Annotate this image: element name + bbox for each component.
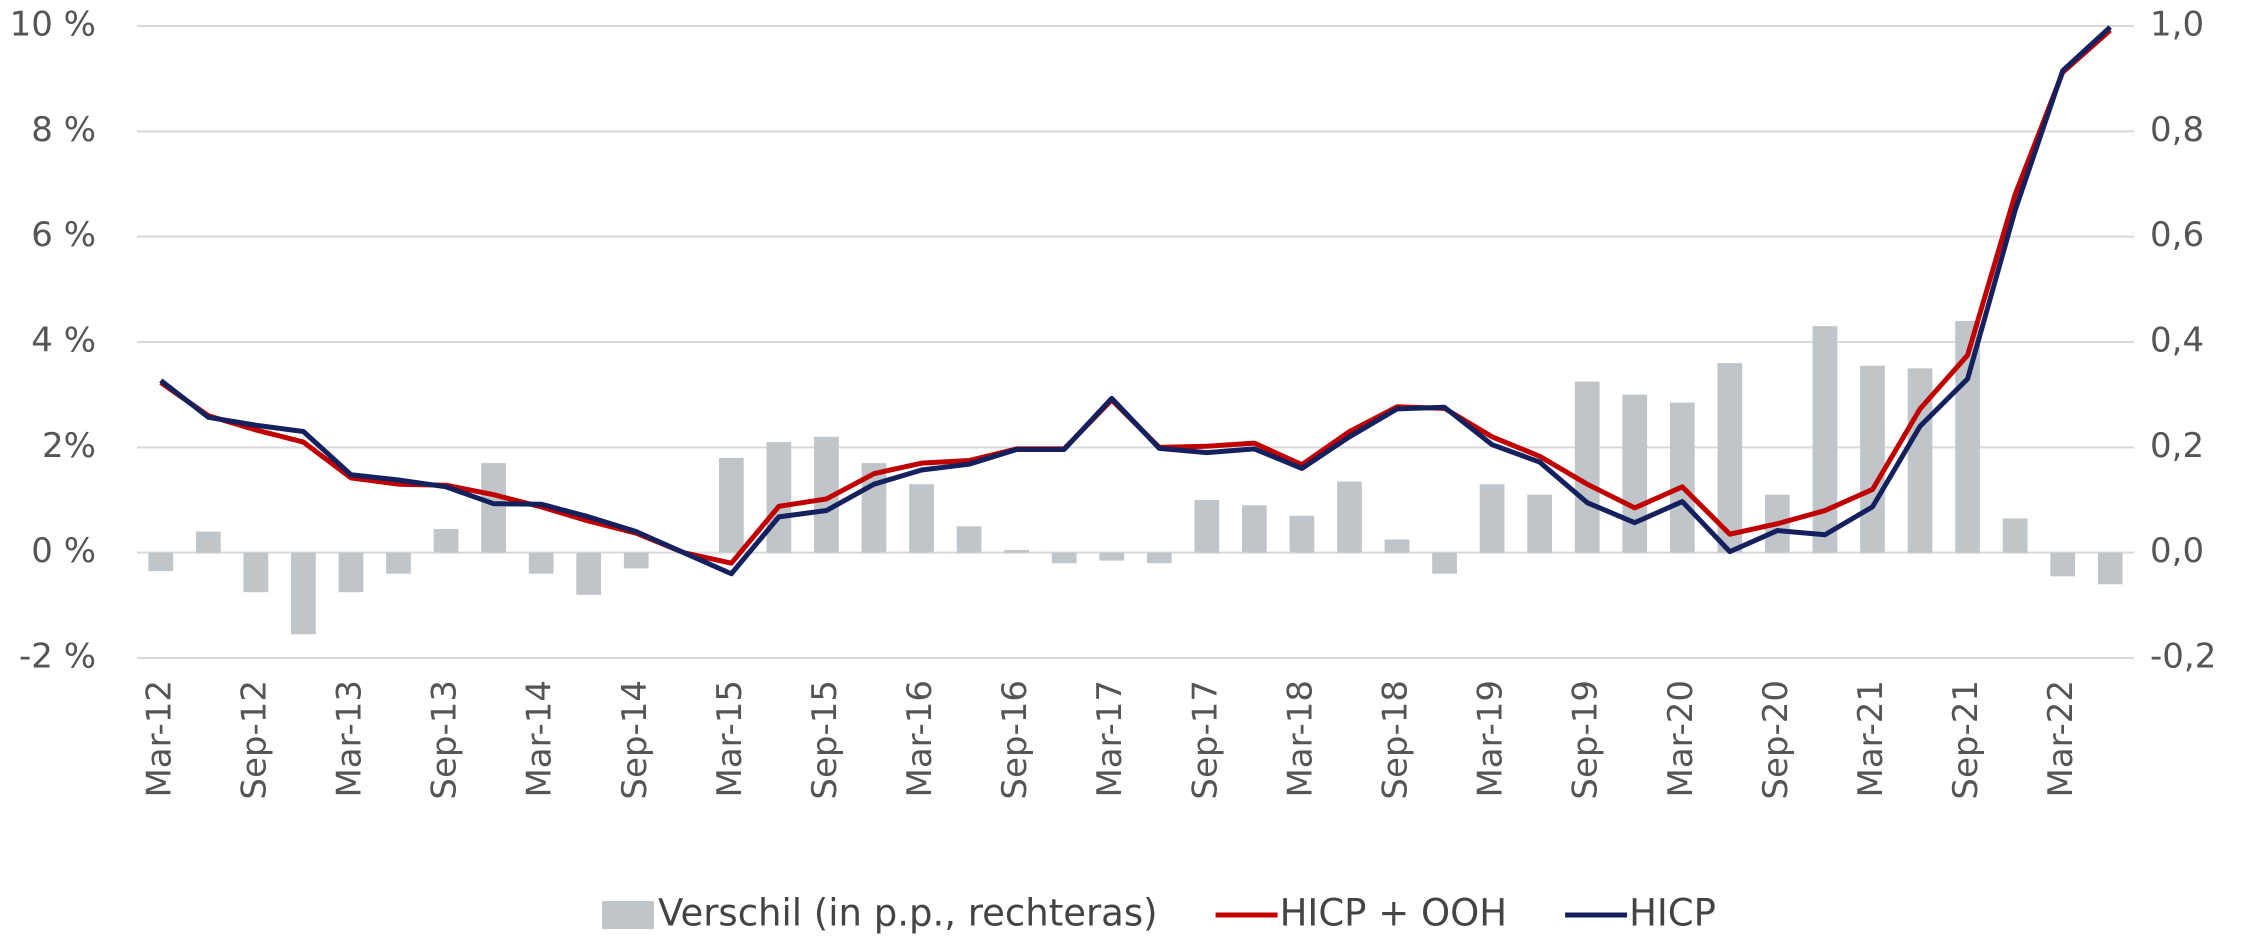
bar xyxy=(1860,365,1885,553)
x-tick-label: Mar-20 xyxy=(1661,680,1701,798)
y-tick-label: 0 % xyxy=(31,531,96,571)
x-tick-label: Mar-16 xyxy=(900,680,940,798)
y-tick-label: 10 % xyxy=(10,5,96,45)
bar xyxy=(623,552,649,569)
x-tick-label: Sep-19 xyxy=(1566,680,1606,800)
x-tick-label: Mar-14 xyxy=(520,680,560,798)
x-tick-label: Mar-13 xyxy=(329,680,369,798)
bar xyxy=(1479,484,1505,553)
bar xyxy=(1099,552,1125,561)
bar xyxy=(1812,326,1838,553)
bar xyxy=(243,552,269,593)
bar xyxy=(576,552,602,595)
bar xyxy=(386,552,411,574)
bar xyxy=(2050,552,2076,577)
bar xyxy=(195,531,221,553)
legend-label: HICP + OOH xyxy=(1280,892,1507,935)
y2-tick-label: 0,0 xyxy=(2150,531,2204,571)
bar xyxy=(1194,500,1220,553)
bar xyxy=(1955,320,1980,553)
legend-swatch xyxy=(602,901,654,929)
bar xyxy=(148,552,174,572)
x-tick-label: Sep-14 xyxy=(615,680,655,800)
bar xyxy=(1242,505,1267,553)
bar xyxy=(1622,394,1648,553)
bar xyxy=(956,526,982,553)
legend-label: HICP xyxy=(1629,892,1716,935)
legend-label: Verschil (in p.p., rechteras) xyxy=(658,892,1158,935)
y2-tick-label: 0,6 xyxy=(2150,215,2204,255)
bar xyxy=(1432,552,1457,574)
x-tick-label: Sep-12 xyxy=(234,680,274,800)
y2-tick-label: -0,2 xyxy=(2150,637,2216,677)
bar xyxy=(909,484,934,553)
y-tick-label: 2% xyxy=(42,426,96,466)
bar xyxy=(481,463,506,553)
x-tick-label: Sep-16 xyxy=(995,680,1035,800)
y2-tick-label: 0,8 xyxy=(2150,110,2204,150)
y-tick-label: -2 % xyxy=(19,637,96,677)
y2-tick-label: 1,0 xyxy=(2150,5,2204,45)
bar xyxy=(1669,402,1695,553)
x-tick-label: Sep-13 xyxy=(425,680,465,800)
x-tick-label: Sep-15 xyxy=(805,680,845,800)
x-tick-label: Sep-20 xyxy=(1756,680,1796,800)
bar xyxy=(1527,494,1553,553)
bar xyxy=(2097,552,2123,585)
bar xyxy=(338,552,364,593)
y-tick-label: 6 % xyxy=(31,215,96,255)
bar xyxy=(718,457,744,553)
y-tick-label: 8 % xyxy=(31,110,96,150)
x-tick-label: Mar-19 xyxy=(1471,680,1511,798)
line xyxy=(159,25,2112,577)
y2-tick-label: 0,2 xyxy=(2150,426,2204,466)
bar xyxy=(1384,539,1410,553)
bar xyxy=(1717,363,1743,553)
bar xyxy=(528,552,554,574)
bar xyxy=(1289,515,1315,553)
x-tick-label: Mar-17 xyxy=(1090,680,1130,798)
bar xyxy=(2002,518,2028,553)
x-tick-label: Mar-21 xyxy=(1851,680,1891,798)
x-tick-label: Mar-22 xyxy=(2041,680,2081,798)
bar xyxy=(1146,552,1172,564)
bar xyxy=(1574,381,1600,553)
x-tick-label: Mar-15 xyxy=(710,680,750,798)
bar xyxy=(291,552,316,635)
bar xyxy=(1004,550,1029,553)
x-tick-label: Sep-17 xyxy=(1185,680,1225,800)
bar xyxy=(433,528,459,553)
x-tick-label: Mar-18 xyxy=(1280,680,1320,798)
bar xyxy=(1337,481,1362,553)
x-tick-label: Mar-12 xyxy=(139,680,179,798)
y-tick-label: 4 % xyxy=(31,321,96,361)
bar xyxy=(1051,552,1077,564)
x-tick-label: Sep-21 xyxy=(1946,680,1986,800)
x-tick-label: Sep-18 xyxy=(1376,680,1416,800)
bar xyxy=(766,442,792,553)
y2-tick-label: 0,4 xyxy=(2150,321,2204,361)
